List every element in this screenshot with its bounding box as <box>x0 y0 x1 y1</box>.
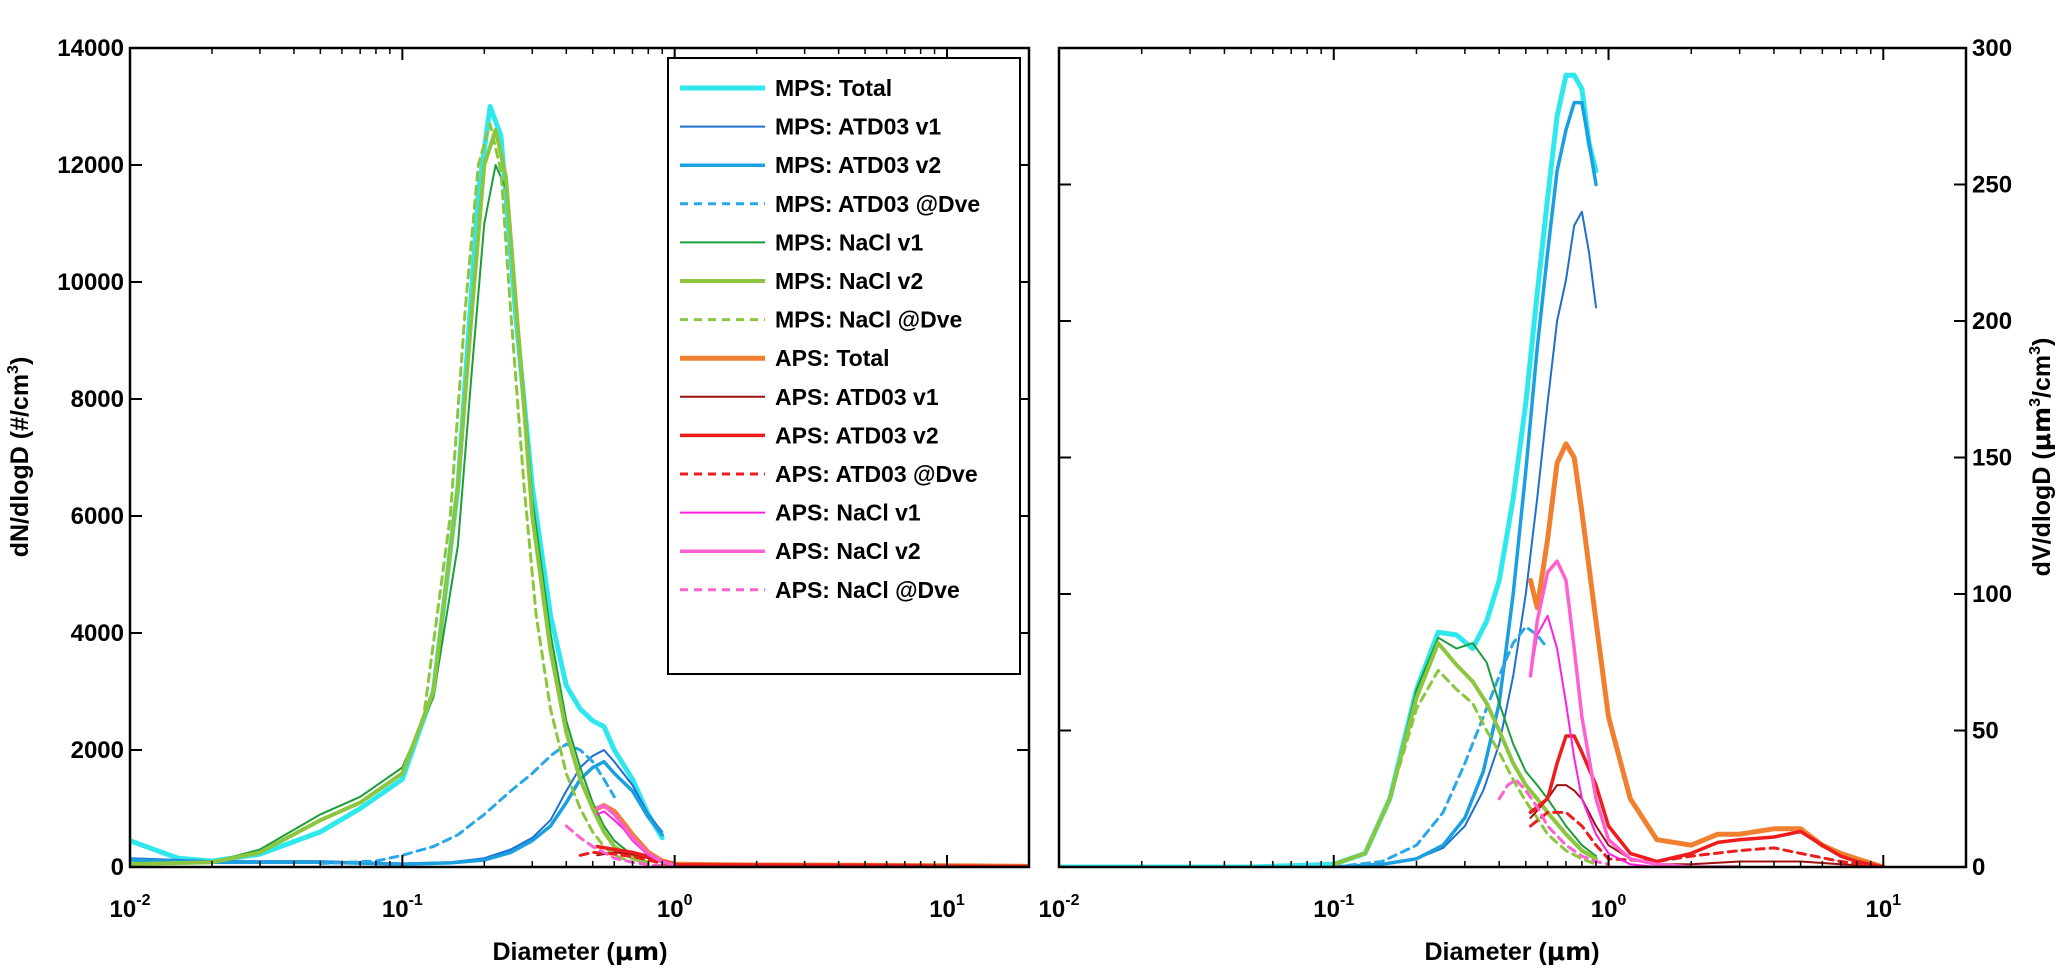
left-series-12 <box>595 803 677 867</box>
right-series-8 <box>1529 784 1885 867</box>
left-ticks: 10-2 10-1 100 101 0 2000 4000 6000 8000 10000 1200… <box>57 35 1030 923</box>
left-axes-box <box>128 46 1031 869</box>
left-y-tick-label-2: 4000 <box>71 620 124 647</box>
left-series-3 <box>318 742 616 865</box>
right-y-tick-label-6: 300 <box>1972 35 2012 62</box>
left-x-axis-label: Diameter (μm) <box>492 937 667 966</box>
right-y-tick-label-4: 200 <box>1972 308 2012 335</box>
legend-label-1: MPS: ATD03 v1 <box>775 114 941 140</box>
right-y-tick-label-5: 250 <box>1972 172 2012 199</box>
right-y-tick-label-3: 150 <box>1972 445 2012 472</box>
right-x-tick-label-2: 100 <box>1591 892 1627 923</box>
right-y-tick-label-2: 100 <box>1972 581 2012 608</box>
legend-label-11: APS: NaCl v1 <box>775 500 921 526</box>
legend-label-3: MPS: ATD03 @Dve <box>775 191 980 217</box>
right-ticks: 10-2 10-1 100 101 0 50 100 150 200 250 300 <box>1039 35 2013 923</box>
legend-label-10: APS: ATD03 @Dve <box>775 461 978 487</box>
legend-label-12: APS: NaCl v2 <box>775 538 921 564</box>
legend-label-8: APS: ATD03 v1 <box>775 384 939 410</box>
left-panel: 10-2 10-1 100 101 0 2000 4000 6000 8000 10000 1200… <box>5 35 1031 966</box>
left-series-10 <box>578 850 867 867</box>
left-y-tick-label-6: 12000 <box>57 152 124 179</box>
left-y-axis-label: dN/dlogD (#/cm3) <box>5 357 34 558</box>
left-x-tick-label-0: 10-2 <box>110 892 151 923</box>
left-y-tick-label-0: 0 <box>111 854 124 881</box>
legend-label-2: MPS: ATD03 v2 <box>775 152 941 178</box>
legend-label-7: APS: Total <box>775 345 890 371</box>
right-series-11 <box>1529 614 1693 867</box>
left-series-0 <box>130 104 665 864</box>
left-y-tick-label-5: 10000 <box>57 269 124 296</box>
right-panel: 10-2 10-1 100 101 0 50 100 150 200 250 300 Diamete… <box>1039 35 2056 966</box>
right-series-9 <box>1528 734 1886 867</box>
left-series-13 <box>564 824 664 867</box>
left-x-tick-label-2: 100 <box>657 892 693 923</box>
right-plot-area <box>1059 48 1966 867</box>
legend: MPS: Total MPS: ATD03 v1 MPS: ATD03 v2 MPS:… <box>667 57 1021 675</box>
left-x-tick-label-3: 101 <box>929 892 965 923</box>
right-y-tick-label-0: 0 <box>1972 854 1985 881</box>
legend-items: MPS: Total MPS: ATD03 v1 MPS: ATD03 v2 MPS:… <box>680 75 980 603</box>
legend-label-5: MPS: NaCl v2 <box>775 268 923 294</box>
legend-label-4: MPS: NaCl v1 <box>775 229 923 255</box>
left-series-2 <box>130 759 664 866</box>
right-series-2 <box>1332 100 1598 867</box>
right-x-axis-label: Diameter (μm) <box>1424 937 1599 966</box>
left-y-tick-label-7: 14000 <box>57 35 124 62</box>
right-series-12 <box>1528 559 1742 867</box>
right-series-6 <box>1332 668 1598 866</box>
legend-label-6: MPS: NaCl @Dve <box>775 307 962 333</box>
right-y-axis-label: dV/dlogD (μm3/cm3) <box>2027 338 2056 577</box>
left-series-6 <box>210 122 634 864</box>
right-x-tick-label-3: 101 <box>1865 892 1901 923</box>
right-y-tick-label-1: 50 <box>1972 718 1999 745</box>
left-x-tick-label-1: 10-1 <box>382 892 423 923</box>
legend-box <box>667 57 1021 675</box>
right-series-5 <box>1331 641 1598 867</box>
right-x-tick-label-1: 10-1 <box>1313 892 1354 923</box>
left-y-tick-label-3: 6000 <box>71 503 124 530</box>
right-series-10 <box>1529 810 1885 867</box>
right-series-3 <box>1332 625 1550 867</box>
legend-label-0: MPS: Total <box>775 75 892 101</box>
left-y-tick-label-4: 8000 <box>71 386 124 413</box>
right-series-13 <box>1497 778 1610 866</box>
right-x-tick-label-0: 10-2 <box>1039 892 1080 923</box>
right-series-group <box>1059 72 1886 867</box>
left-y-tick-label-1: 2000 <box>71 737 124 764</box>
legend-label-13: APS: NaCl @Dve <box>775 577 960 603</box>
legend-label-9: APS: ATD03 v2 <box>775 422 939 448</box>
